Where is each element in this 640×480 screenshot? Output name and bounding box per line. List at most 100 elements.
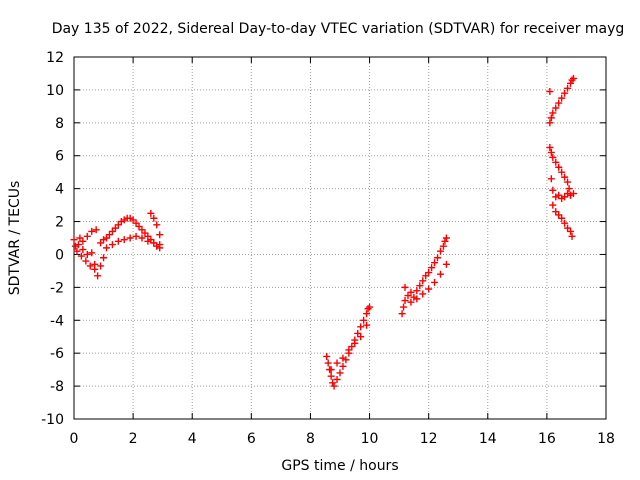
x-tick-label: 16 (538, 431, 556, 447)
data-point (132, 232, 140, 240)
data-point (558, 214, 566, 222)
data-point (567, 227, 575, 235)
series-arc-2 (97, 209, 164, 252)
x-tick-label: 4 (188, 431, 197, 447)
data-point (126, 234, 134, 242)
data-point (83, 250, 91, 258)
y-tick-label: 12 (46, 50, 64, 66)
y-axis-label: SDTVAR / TECUs (7, 181, 23, 296)
y-tick-label: -2 (50, 280, 64, 296)
x-axis-label: GPS time / hours (281, 458, 398, 474)
data-point (150, 239, 158, 247)
data-point (434, 254, 442, 262)
data-point (549, 153, 557, 161)
data-point (323, 352, 331, 360)
data-point (364, 305, 372, 313)
data-point (156, 241, 164, 249)
y-tick-label: -10 (41, 412, 64, 428)
data-point (70, 236, 78, 244)
x-tick-label: 12 (420, 431, 438, 447)
series-arc-4 (398, 234, 450, 318)
data-point (73, 247, 81, 255)
data-point (336, 369, 344, 377)
data-point (564, 84, 572, 92)
data-point (564, 178, 572, 186)
data-point (552, 104, 560, 112)
data-point (398, 310, 406, 318)
data-point (549, 201, 557, 209)
x-tick-label: 0 (70, 431, 79, 447)
data-point (339, 362, 347, 370)
data-point (547, 114, 555, 122)
data-point (425, 285, 433, 293)
data-point (345, 346, 353, 354)
chart-title: Day 135 of 2022, Sidereal Day-to-day VTE… (52, 21, 625, 37)
y-tick-label: -4 (50, 313, 64, 329)
series-arc-5 (546, 74, 577, 240)
data-point (561, 219, 569, 227)
data-point (416, 282, 424, 290)
x-tick-label: 2 (129, 431, 138, 447)
data-point (82, 257, 90, 265)
data-point (561, 173, 569, 181)
data-point (144, 237, 152, 245)
y-tick-label: -6 (50, 346, 64, 362)
data-point (150, 214, 158, 222)
data-point (401, 283, 409, 291)
series-arc-1 (70, 226, 108, 280)
data-point (360, 316, 368, 324)
data-point (431, 259, 439, 267)
data-point (363, 321, 371, 329)
data-point (549, 186, 557, 194)
data-point (77, 252, 85, 260)
x-tick-label: 8 (306, 431, 315, 447)
data-point (419, 290, 427, 298)
data-point (569, 74, 577, 82)
axis-ticks: 0 2 4 6 8 10 12 14 16 18 -10 -8 -6 -4 -2 0 2 4 6 8 10 12 (41, 50, 615, 447)
data-point (94, 272, 102, 280)
data-point (441, 237, 449, 245)
data-point (330, 382, 338, 390)
y-tick-label: 6 (55, 149, 64, 165)
data-point (425, 269, 433, 277)
data-point (547, 148, 555, 156)
data-point (88, 249, 96, 257)
data-point (88, 227, 96, 235)
data-point (558, 94, 566, 102)
data-point (329, 379, 337, 387)
data-point (555, 163, 563, 171)
data-point (561, 89, 569, 97)
y-tick-label: 8 (55, 116, 64, 132)
data-point (91, 265, 99, 273)
data-point (549, 109, 557, 117)
x-tick-label: 14 (479, 431, 497, 447)
data-point (153, 221, 161, 229)
series-arc-3 (323, 303, 374, 390)
data-point (363, 310, 371, 318)
data-point (546, 144, 554, 151)
data-point (97, 262, 105, 270)
data-point (76, 234, 84, 242)
data-point (79, 246, 87, 254)
data-point (442, 234, 450, 242)
data-point (401, 297, 409, 305)
data-point (100, 254, 108, 262)
data-point (333, 376, 341, 384)
data-point (419, 277, 427, 285)
data-point (400, 303, 408, 311)
data-point (552, 158, 560, 166)
x-tick-label: 10 (361, 431, 379, 447)
data-point (333, 359, 341, 367)
data-point (407, 298, 415, 306)
data-point (138, 234, 146, 242)
data-point (357, 323, 365, 331)
data-point (546, 119, 554, 127)
data-point (103, 244, 111, 252)
data-point (546, 88, 554, 96)
y-tick-label: 0 (55, 247, 64, 263)
data-point (567, 79, 575, 87)
data-point (351, 339, 359, 347)
y-tick-label: 10 (46, 83, 64, 99)
data-point (431, 278, 439, 286)
